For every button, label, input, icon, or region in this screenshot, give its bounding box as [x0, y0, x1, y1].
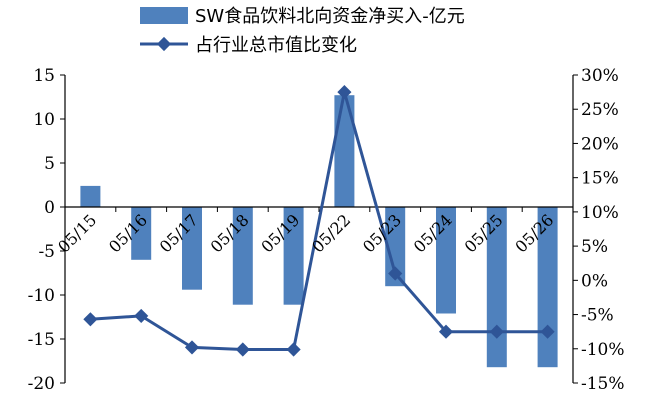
right-tick-label-6: 0% [581, 271, 608, 291]
bars [80, 95, 558, 368]
right-tick-label-1: 25% [581, 100, 619, 120]
right-tick-label-0: 30% [581, 66, 619, 86]
left-tick-label-1: 10 [33, 110, 55, 130]
right-tick-label-2: 20% [581, 134, 619, 154]
legend-line-marker [156, 36, 172, 52]
line-path [90, 90, 548, 351]
line-point-4 [286, 342, 301, 357]
legend-line-label: 占行业总市值比变化 [195, 35, 357, 56]
line-point-8 [489, 324, 504, 339]
line-point-9 [540, 324, 555, 339]
bar-3 [232, 207, 253, 305]
labels: 15 10 5 0 -5 -10 -15 -20 30% 25% 20% 15% 10% 5% 0% -5% -… [28, 66, 625, 394]
right-tick-label-5: 5% [581, 237, 608, 257]
right-tick-label-9: -15% [581, 374, 625, 394]
left-tick-label-3: 0 [44, 198, 55, 218]
left-tick-label-2: 5 [44, 154, 55, 174]
category-label-0: 05/15 [54, 210, 100, 256]
line-point-5 [337, 85, 352, 100]
right-tick-label-4: 10% [581, 203, 619, 223]
line-point-3 [235, 342, 250, 357]
line-series [83, 85, 555, 357]
line-point-2 [184, 340, 200, 355]
bar-4 [283, 207, 304, 305]
axes [60, 74, 578, 384]
right-tick-label-8: -10% [581, 340, 625, 360]
bar-9 [537, 207, 558, 368]
left-tick-label-7: -20 [28, 374, 55, 394]
right-tick-label-7: -5% [581, 306, 614, 326]
right-tick-label-3: 15% [581, 169, 619, 189]
legend: SW食品饮料北向资金净买入-亿元 占行业总市值比变化 [140, 6, 465, 56]
line-point-1 [134, 308, 149, 323]
bar-1 [131, 207, 152, 260]
legend-bar-swatch [140, 7, 188, 24]
left-tick-label-4: -5 [38, 242, 55, 262]
bar-0 [80, 185, 101, 207]
line-point-7 [438, 324, 454, 339]
left-tick-label-5: -10 [28, 286, 55, 306]
left-tick-label-0: 15 [33, 66, 55, 86]
legend-bar-label: SW食品饮料北向资金净买入-亿元 [195, 6, 465, 27]
bar-7 [436, 207, 456, 314]
bar-2 [182, 207, 202, 290]
bar-8 [486, 207, 507, 368]
line-point-6 [388, 266, 403, 281]
bar-6 [385, 207, 406, 287]
left-tick-label-6: -15 [28, 330, 55, 350]
line-point-0 [83, 312, 98, 327]
